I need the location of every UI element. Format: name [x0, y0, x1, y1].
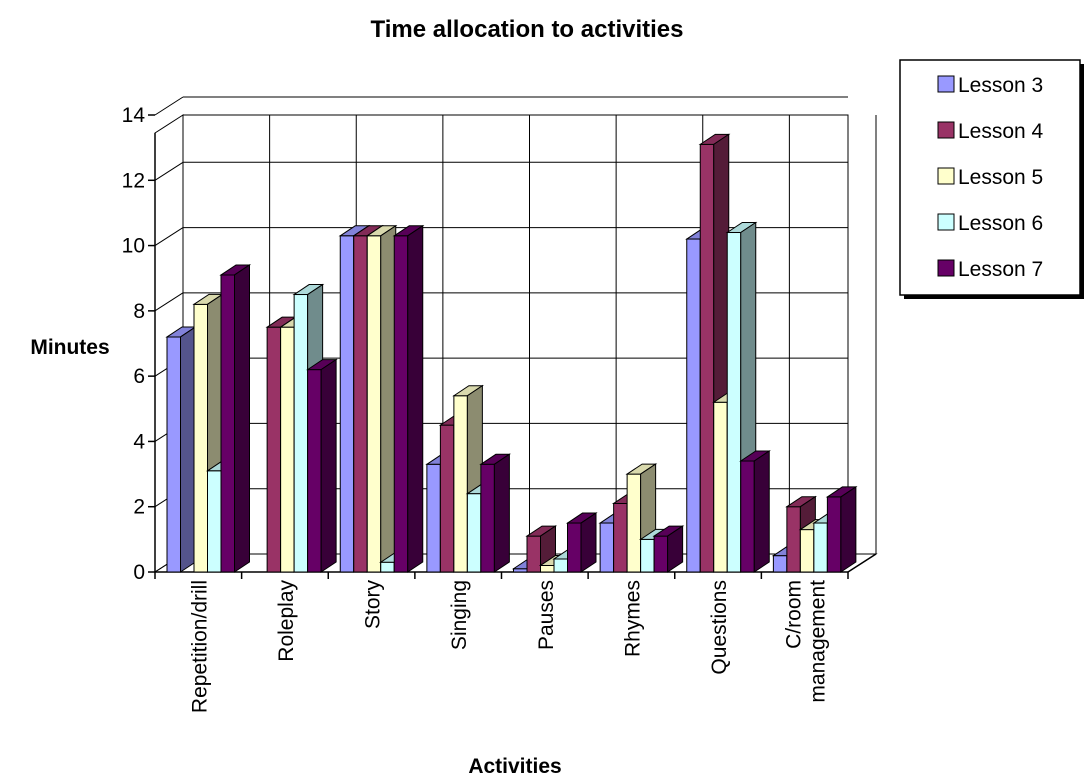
bar-front — [426, 463, 441, 573]
legend-label: Lesson 5 — [958, 166, 1043, 189]
bar-front — [726, 232, 742, 573]
bar-front — [772, 555, 788, 573]
x-tick-label: C/room — [783, 580, 806, 649]
bar-front — [740, 460, 755, 573]
bars — [165, 133, 858, 573]
y-tick-label: 14 — [122, 104, 146, 127]
x-tick-label: Singing — [448, 580, 471, 650]
bar-front — [293, 294, 309, 573]
bar-front — [380, 561, 395, 573]
x-tick-label: Story — [362, 580, 385, 630]
legend-item: Lesson 4 — [937, 120, 1044, 143]
bar-side — [380, 224, 397, 573]
bar — [365, 224, 398, 573]
legend: Lesson 3 Lesson 4 Lesson 5 Lesson 6 Lesson 7 — [899, 59, 1084, 299]
bar-front — [686, 238, 701, 573]
bar-front — [813, 522, 828, 573]
bar — [219, 264, 252, 573]
y-axis-title: Minutes — [30, 336, 109, 359]
bar-side — [753, 450, 770, 573]
bar-front — [193, 303, 208, 573]
legend-swatch — [937, 259, 955, 277]
bar-front — [453, 395, 468, 573]
legend-label: Lesson 6 — [958, 212, 1043, 235]
bar-front — [339, 235, 355, 573]
bar-side — [493, 453, 510, 573]
bar-front — [439, 424, 455, 573]
legend-swatch — [937, 121, 955, 139]
bar-front — [466, 493, 482, 573]
legend-item: Lesson 5 — [937, 166, 1043, 189]
bar-side — [234, 264, 250, 573]
y-tick-label: 0 — [133, 561, 145, 584]
bar-side — [840, 485, 857, 573]
bar-front — [353, 235, 368, 573]
legend-swatch — [937, 167, 955, 185]
bar-front — [613, 502, 628, 573]
legend-item: Lesson 6 — [937, 212, 1043, 235]
y-axis-ticks: 0 2 4 6 8 10 12 14 — [122, 104, 849, 584]
bar-side — [180, 326, 196, 573]
bar-front — [220, 274, 235, 573]
y-tick-label: 4 — [133, 430, 145, 453]
bar — [565, 512, 598, 573]
bar-front — [699, 143, 715, 573]
bar-front — [640, 538, 655, 573]
bar — [305, 358, 338, 573]
bar-front — [799, 529, 815, 573]
bar-front — [266, 326, 282, 573]
bar-front — [480, 463, 495, 573]
bar-front — [166, 336, 181, 573]
bar-front — [567, 522, 582, 573]
chart-title: Time allocation to activities — [371, 16, 684, 43]
bar-front — [393, 235, 409, 573]
bar-front — [786, 506, 801, 573]
x-tick-label: Repetition/drill — [188, 580, 211, 713]
x-tick-label: Rhymes — [621, 580, 644, 657]
x-tick-label: Pauses — [535, 580, 558, 650]
bar-side — [580, 512, 597, 573]
bar-side — [320, 358, 337, 573]
x-tick-label: Questions — [708, 580, 731, 675]
bar — [479, 453, 512, 573]
x-axis-ticks: Repetition/drill Roleplay Story Singing Paus… — [188, 580, 829, 714]
y-tick-label: 10 — [122, 235, 145, 258]
bar-front — [653, 535, 669, 573]
bar — [739, 450, 771, 573]
y-tick-label: 8 — [133, 300, 145, 323]
legend-label: Lesson 4 — [958, 120, 1044, 143]
bar-front — [207, 470, 222, 573]
legend-label: Lesson 3 — [958, 74, 1043, 97]
legend-swatch — [937, 213, 955, 231]
bar — [165, 326, 198, 573]
bar — [392, 224, 425, 573]
bar — [525, 525, 558, 573]
bar-front — [280, 326, 295, 573]
bar-front — [553, 558, 568, 573]
legend-label: Lesson 7 — [958, 258, 1043, 281]
bar-front — [626, 473, 642, 573]
x-tick-label: management — [807, 580, 830, 703]
bar — [825, 485, 858, 573]
x-axis-title: Activities — [468, 755, 561, 778]
legend-swatch — [937, 75, 955, 93]
bar-front — [366, 235, 382, 573]
bar-front — [540, 564, 555, 573]
bar-front — [526, 535, 541, 573]
bar-front — [307, 369, 322, 573]
bar-side — [667, 525, 684, 573]
legend-box — [899, 59, 1081, 296]
legend-item: Lesson 7 — [937, 258, 1043, 281]
bar-front — [713, 401, 728, 573]
legend-item: Lesson 3 — [937, 74, 1043, 97]
bar-side — [407, 224, 424, 573]
bar-front — [826, 496, 842, 573]
bar — [652, 525, 685, 573]
x-tick-label: Roleplay — [275, 580, 298, 662]
bar-front — [599, 522, 615, 573]
y-tick-label: 2 — [133, 496, 145, 519]
y-tick-label: 12 — [122, 169, 145, 192]
y-tick-label: 6 — [133, 365, 145, 388]
